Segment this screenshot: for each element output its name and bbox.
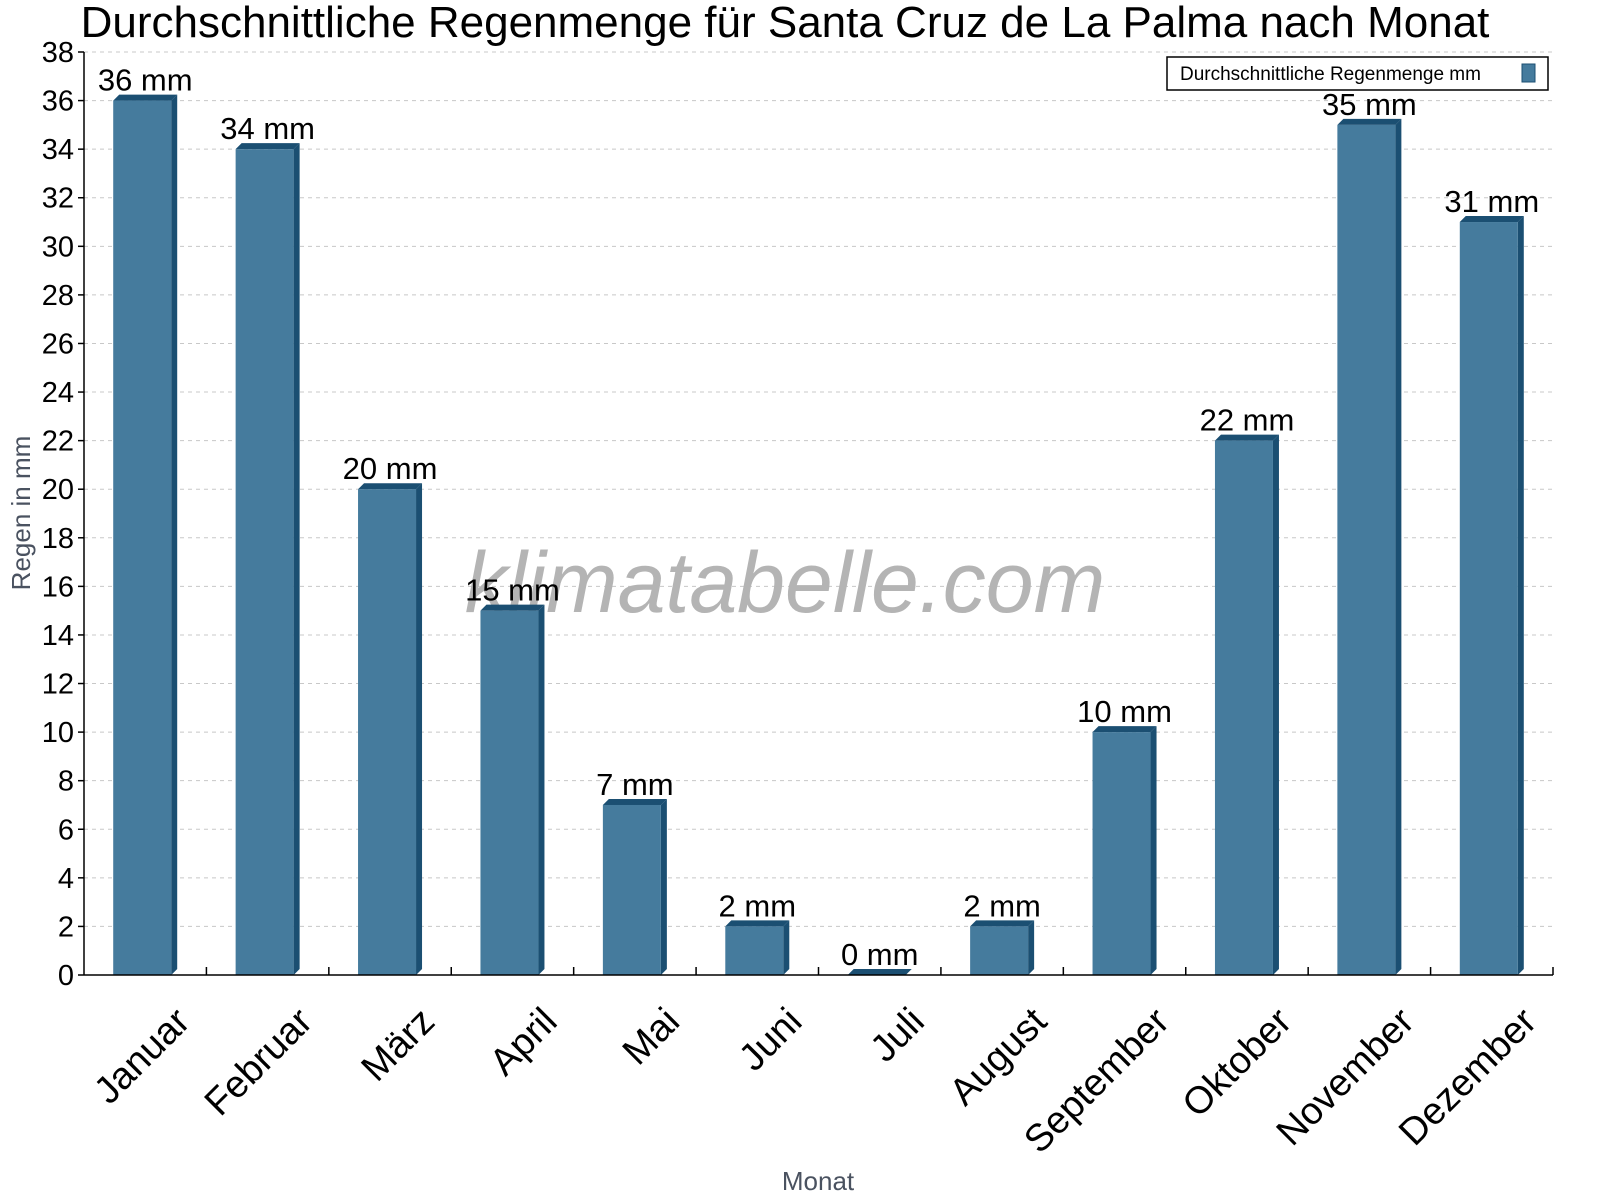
bar xyxy=(1092,726,1157,975)
x-tick-label: Juli xyxy=(863,1000,933,1070)
legend-label: Durchschnittliche Regenmenge mm xyxy=(1180,64,1481,85)
y-tick-label: 30 xyxy=(42,231,74,263)
value-labels: 36 mm 34 mm 20 mm 15 mm 7 mm 2 mm 0 mm 2 mm 10 m… xyxy=(98,63,1539,972)
bar xyxy=(602,798,667,975)
y-tick-label: 6 xyxy=(58,814,74,846)
x-tick-label: August xyxy=(942,1000,1056,1114)
value-label: 36 mm xyxy=(98,63,193,98)
y-tick-label: 34 xyxy=(42,134,74,166)
watermark: klimatabelle.com xyxy=(465,535,1105,631)
value-label: 20 mm xyxy=(343,451,438,486)
value-label: 0 mm xyxy=(841,937,919,972)
y-tick-label: 10 xyxy=(42,717,74,749)
x-tick-label: Mai xyxy=(615,1000,688,1073)
y-tick-label: 28 xyxy=(42,280,74,312)
value-label: 35 mm xyxy=(1322,87,1417,122)
bar xyxy=(235,143,300,975)
y-tick-label: 26 xyxy=(42,328,74,360)
x-axis-label: Monat xyxy=(782,1166,855,1196)
bar xyxy=(113,94,178,975)
bar xyxy=(1214,434,1279,975)
x-tick-label: Oktober xyxy=(1175,1000,1301,1126)
bar xyxy=(1459,216,1524,976)
value-label: 2 mm xyxy=(719,888,797,923)
bar-series xyxy=(113,94,1524,976)
value-label: 34 mm xyxy=(220,111,315,146)
value-label: 22 mm xyxy=(1200,403,1295,438)
bar xyxy=(725,920,790,975)
x-tick-label: April xyxy=(482,1000,565,1083)
y-tick-label: 24 xyxy=(42,377,74,409)
y-tick-label: 0 xyxy=(58,960,74,992)
y-tick-label: 14 xyxy=(42,620,74,652)
y-tick-label: 22 xyxy=(42,426,74,458)
legend-swatch-icon xyxy=(1521,63,1536,83)
y-tick-label: 4 xyxy=(58,863,74,895)
x-tick-label: Juni xyxy=(731,1000,810,1079)
bar xyxy=(1337,118,1402,976)
x-tick-label: März xyxy=(354,1000,443,1089)
y-tick-label: 2 xyxy=(58,911,74,943)
x-tick-label: Februar xyxy=(197,1000,321,1124)
y-tick-label: 38 xyxy=(42,37,74,69)
value-label: 31 mm xyxy=(1444,184,1539,219)
axes xyxy=(83,52,1553,976)
y-tick-label: 18 xyxy=(42,523,74,555)
y-tick-label: 16 xyxy=(42,571,74,603)
bar xyxy=(480,604,545,975)
bar xyxy=(970,920,1035,975)
y-tick-label: 32 xyxy=(42,183,74,215)
legend: Durchschnittliche Regenmenge mm xyxy=(1166,56,1549,91)
y-axis-label: Regen in mm xyxy=(6,436,36,591)
chart-title: Durchschnittliche Regenmenge für Santa C… xyxy=(81,0,1490,47)
bar xyxy=(847,969,912,975)
y-tick-label: 36 xyxy=(42,86,74,118)
y-tick-label: 8 xyxy=(58,766,74,798)
x-tick-label: Januar xyxy=(86,1000,198,1112)
value-label: 7 mm xyxy=(596,767,674,802)
legend-box xyxy=(1166,56,1549,91)
bar xyxy=(358,483,423,975)
value-label: 15 mm xyxy=(465,573,560,608)
value-label: 2 mm xyxy=(963,888,1041,923)
y-tick-label: 20 xyxy=(42,474,74,506)
y-tick-label: 12 xyxy=(42,669,74,701)
gridlines xyxy=(84,51,1553,927)
value-label: 10 mm xyxy=(1077,694,1172,729)
